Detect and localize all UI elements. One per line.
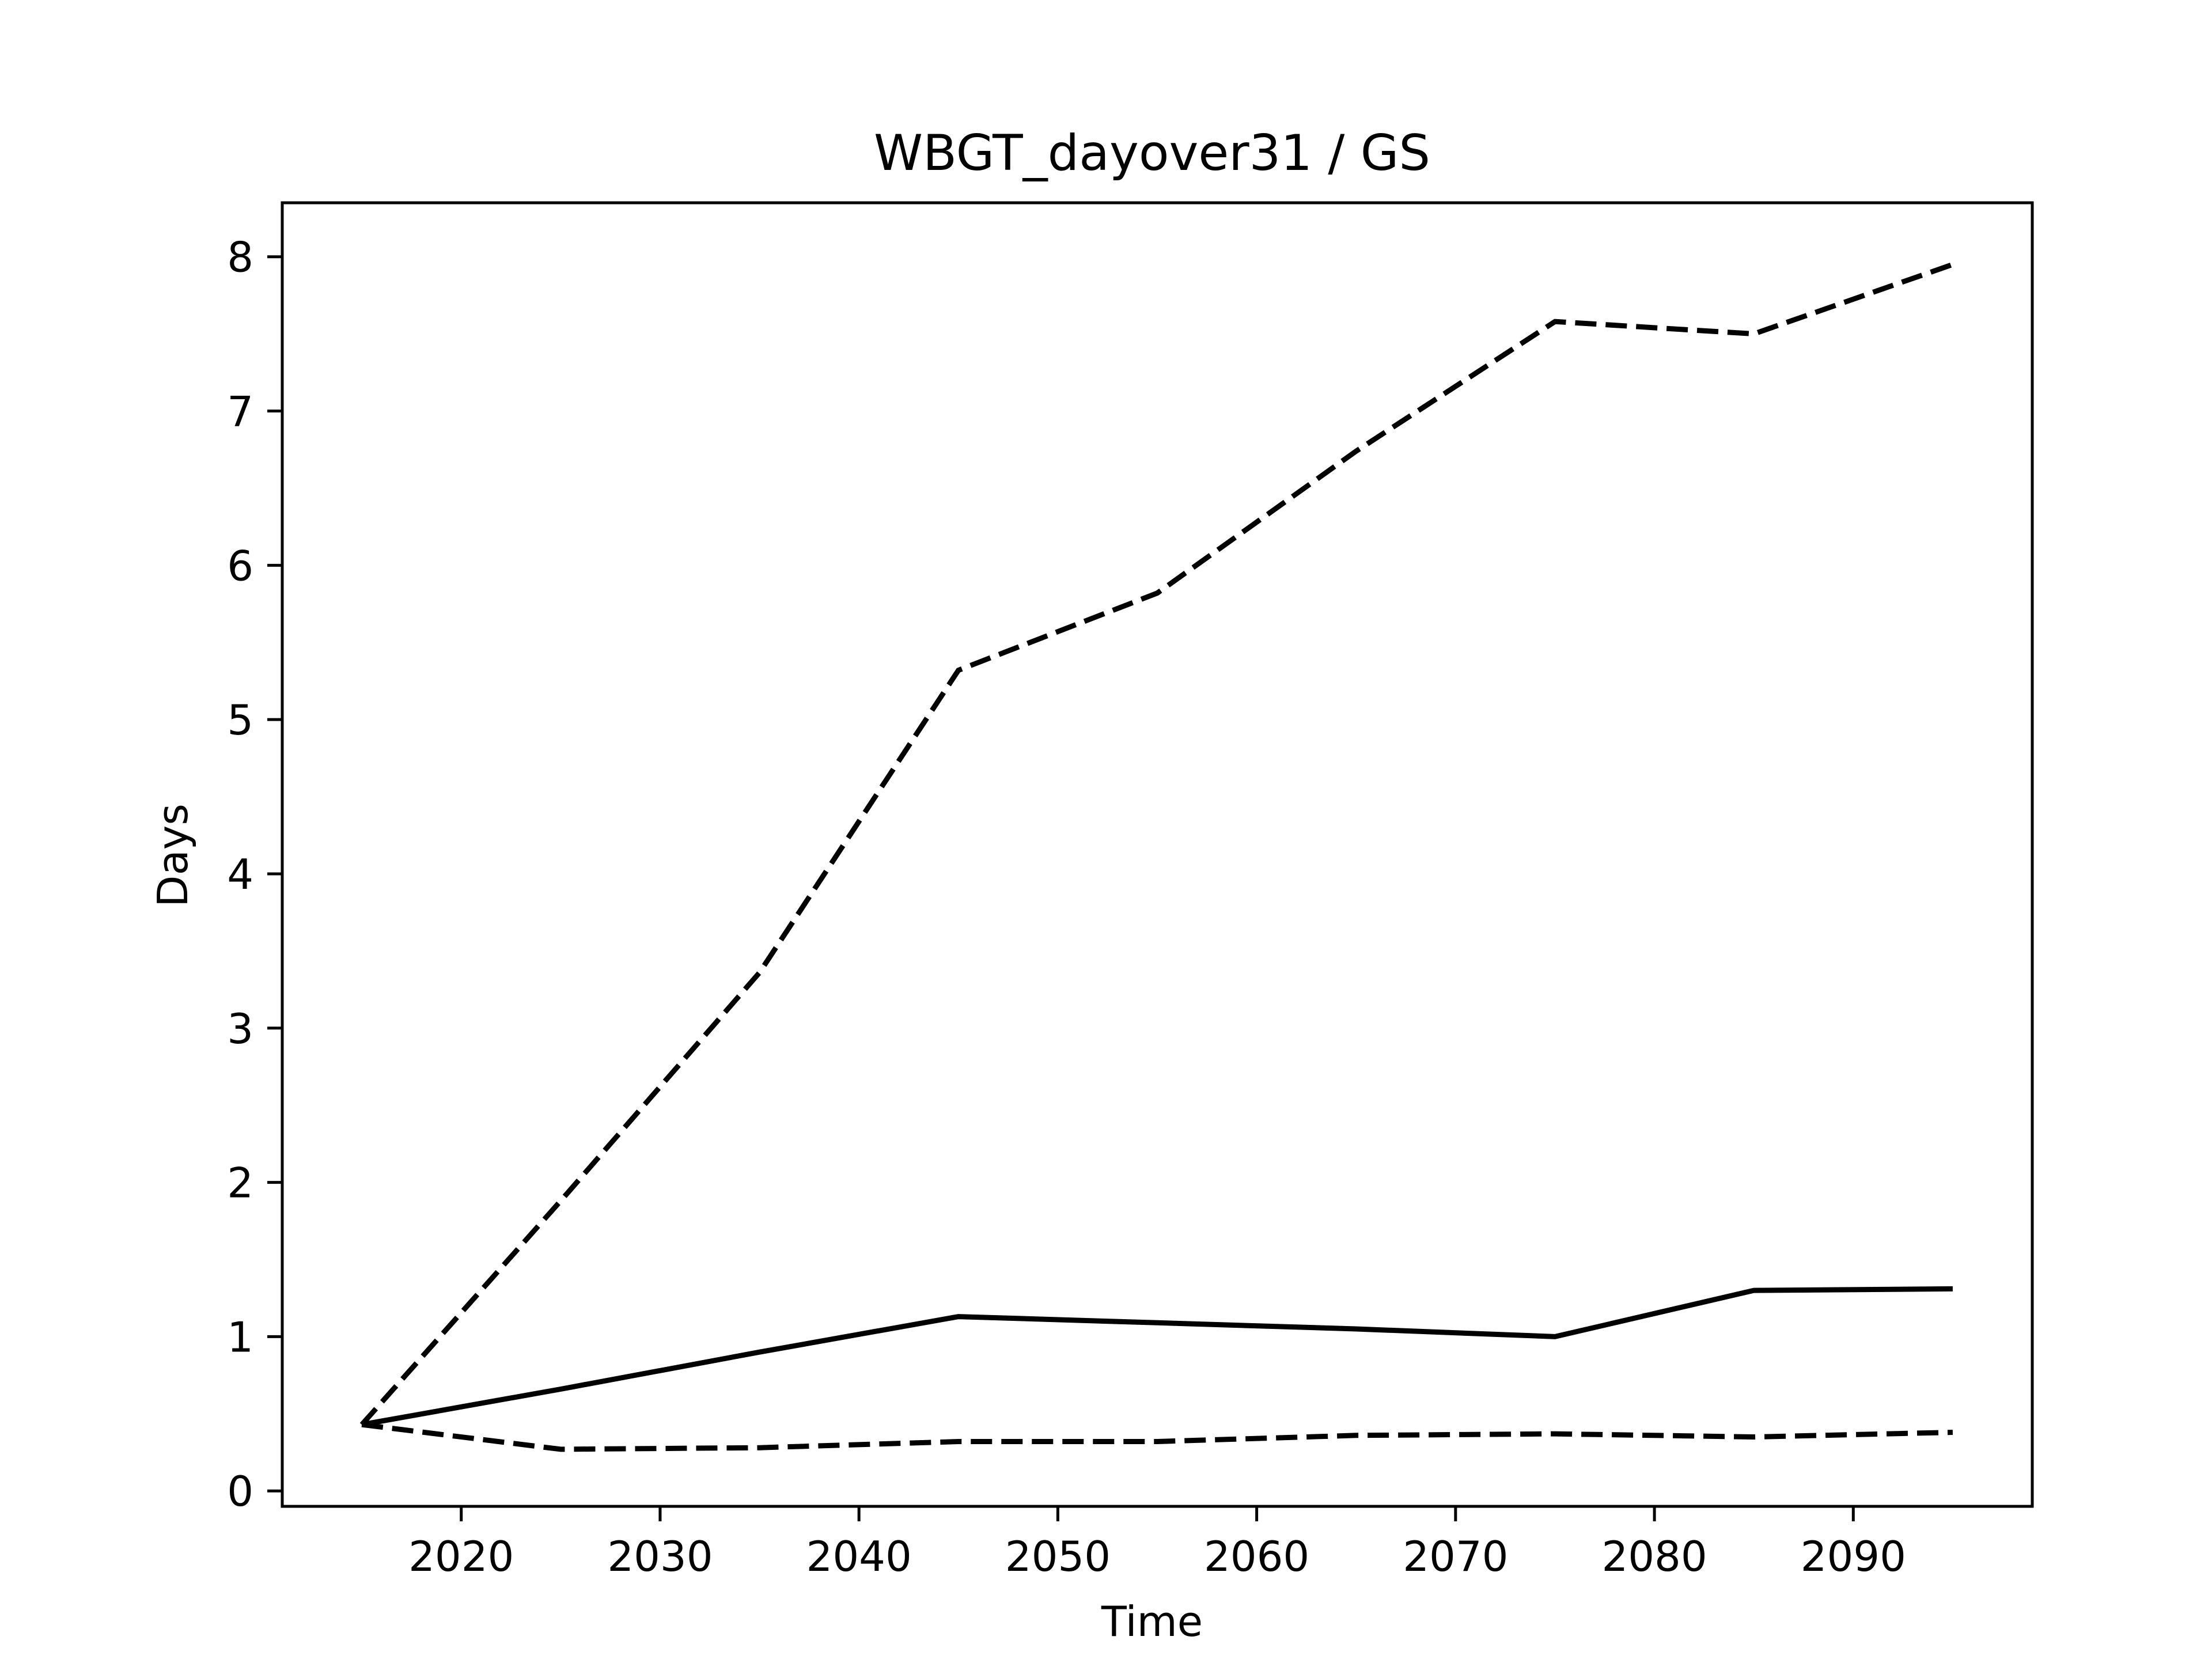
y-axis-label: Days: [149, 804, 197, 907]
x-tick-label: 2070: [1403, 1532, 1508, 1581]
y-axis: 0 1 2 3 4 5 6 7 8: [227, 233, 282, 1516]
x-tick-label: 2040: [806, 1532, 912, 1581]
y-tick-label: 8: [227, 233, 253, 282]
y-tick-label: 7: [227, 388, 253, 436]
y-tick-label: 1: [227, 1313, 253, 1361]
x-tick-label: 2020: [408, 1532, 514, 1581]
x-axis: 2020 2030 2040 2050 2060 2070 2080 2090: [408, 1506, 1906, 1581]
x-tick-label: 2090: [1801, 1532, 1906, 1581]
plot-area: [281, 201, 2034, 1508]
chart-title: WBGT_dayover31 / GS: [874, 124, 1430, 182]
y-tick-label: 3: [227, 1005, 253, 1053]
x-tick-label: 2080: [1601, 1532, 1707, 1581]
y-tick-label: 6: [227, 541, 253, 590]
series-line-dashed-lower: [361, 1422, 1953, 1452]
y-tick-label: 4: [227, 850, 253, 899]
y-tick-label: 2: [227, 1159, 253, 1207]
y-tick-label: 0: [227, 1467, 253, 1516]
x-tick-label: 2030: [607, 1532, 713, 1581]
series-line-solid: [361, 1286, 1953, 1427]
plot-frame: [281, 201, 2034, 1508]
x-tick-label: 2050: [1005, 1532, 1111, 1581]
x-axis-label: Time: [1101, 1597, 1203, 1646]
x-tick-label: 2060: [1204, 1532, 1309, 1581]
series-group: [359, 262, 1954, 1452]
y-tick-label: 5: [227, 696, 253, 744]
series-line-dashed-upper: [359, 262, 1954, 1427]
